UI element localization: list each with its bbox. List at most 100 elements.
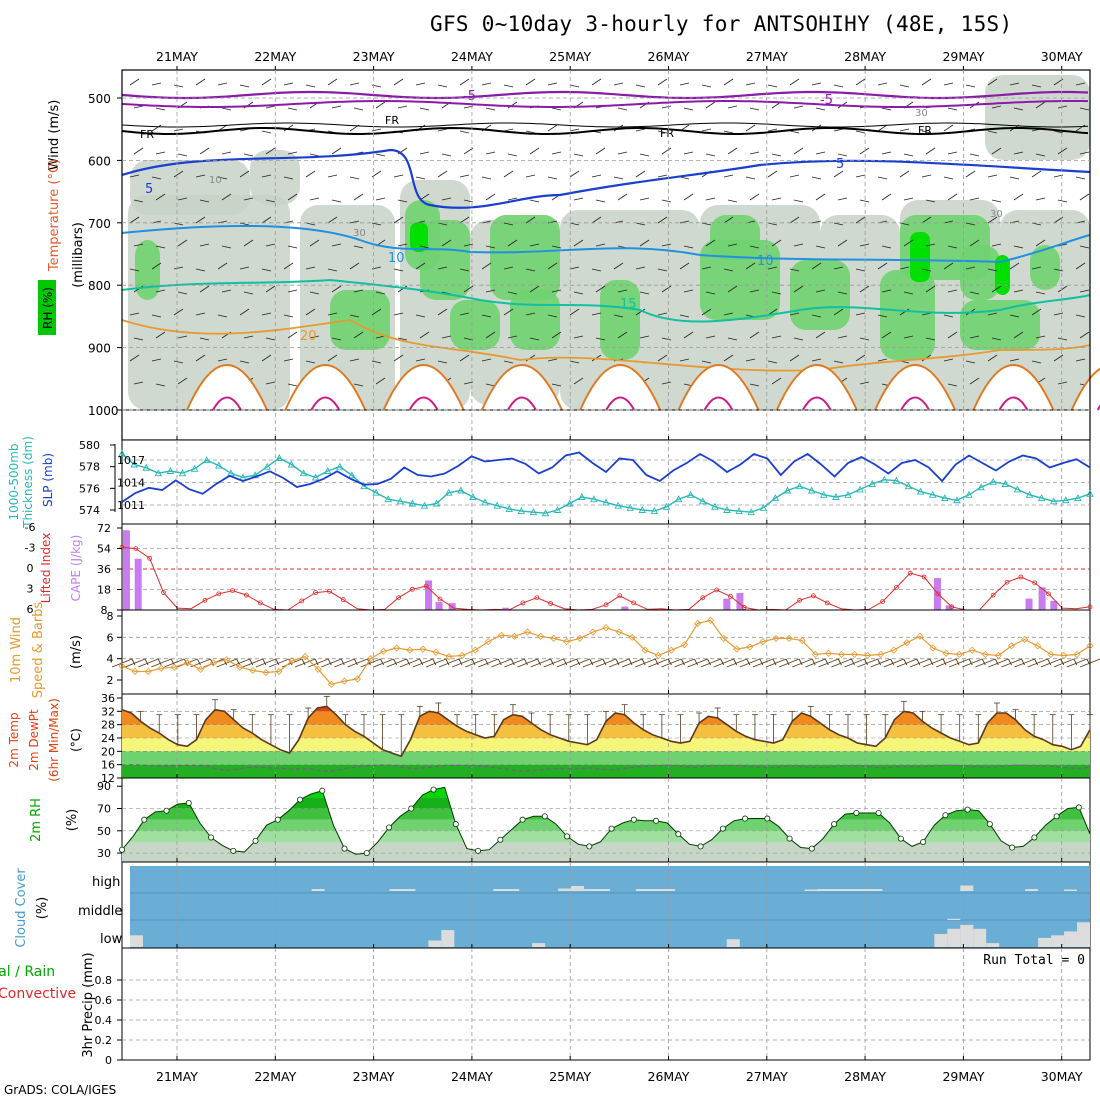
wind-barb — [639, 335, 650, 339]
cape-bar — [134, 558, 142, 610]
wind-barb — [613, 176, 624, 180]
wind-barb — [459, 268, 470, 272]
date-label-top: 30MAY — [1041, 49, 1083, 64]
rh-point — [1075, 804, 1082, 811]
wind-barb — [771, 197, 782, 201]
ylabel-cloud-cover: Cloud Cover — [14, 868, 29, 948]
wind-barb-flag — [628, 658, 633, 666]
wind-barb — [327, 268, 338, 272]
wind-speed-point — [563, 638, 571, 646]
wind-barb — [679, 358, 690, 362]
wind-barb — [569, 266, 580, 270]
wind-barb — [591, 312, 602, 316]
ylabel-10m-wind: 10m Wind — [9, 617, 24, 683]
wind-barb — [859, 285, 870, 293]
wind-barb — [837, 335, 848, 339]
wind-barb — [595, 285, 606, 293]
wind-barb — [727, 337, 738, 341]
thickness-point — [578, 493, 586, 500]
wind-barb — [1009, 314, 1020, 318]
wind-barb — [877, 358, 888, 362]
isotherm-freezing-2 — [121, 122, 1089, 128]
wind-barb-flag — [445, 658, 450, 666]
thickness-point — [1013, 485, 1022, 493]
wind-barb — [547, 262, 558, 270]
contour-label: 5 — [836, 157, 844, 172]
wind-barb — [789, 268, 800, 272]
wind-barb — [129, 312, 140, 316]
li-point — [520, 600, 526, 606]
precip-tick-label: 0 — [105, 1054, 112, 1067]
wind-barb — [1075, 176, 1086, 180]
wind-barb — [349, 82, 360, 86]
wind-barb — [529, 285, 540, 293]
wind-barb — [683, 193, 694, 201]
wind-barb — [855, 174, 866, 178]
temp-tick-label: 28 — [101, 719, 115, 732]
rh-point — [608, 825, 615, 832]
wind-barb — [727, 199, 738, 203]
pressure-tick-label: 500 — [88, 92, 111, 106]
wind-barb — [1053, 268, 1064, 272]
wind-barb-flag — [589, 658, 594, 666]
isotherm--5b — [121, 100, 1089, 108]
surface-warm-arc — [284, 364, 367, 411]
wind-barb — [305, 222, 316, 226]
li-tick-label: -6 — [25, 521, 36, 534]
wind-barb — [217, 220, 228, 224]
wind-barb — [129, 216, 140, 224]
wind-barb — [353, 245, 364, 249]
contour-label: FR — [140, 128, 154, 141]
cape-bar — [723, 598, 731, 610]
li-point — [728, 594, 733, 599]
li-tick-label: 3 — [27, 583, 34, 596]
wind-barb — [199, 337, 210, 341]
ylabel-slp: SLP (mb) — [41, 453, 55, 507]
wind-barb — [415, 82, 426, 86]
wind-barb — [1013, 107, 1024, 111]
wind-barb — [265, 337, 276, 341]
wind-barb — [217, 176, 228, 180]
wind-barb — [393, 78, 404, 86]
wind-barb — [991, 105, 1002, 109]
wind-barb — [657, 130, 668, 134]
wind-barb — [837, 153, 848, 157]
wind-barb — [965, 84, 976, 88]
wind-barb-10m — [373, 658, 394, 668]
wind-speed-point — [798, 636, 806, 645]
wind-barb-flag — [157, 658, 162, 666]
wind-barb — [287, 245, 298, 249]
wind-barb — [419, 107, 430, 111]
rh-tick-label: 70 — [97, 803, 111, 816]
li-point — [409, 586, 415, 592]
wind-barb — [371, 360, 382, 364]
rh-point — [1053, 813, 1060, 820]
wind-barb — [661, 243, 672, 247]
rh-band — [122, 841, 1090, 862]
thickness-point — [711, 502, 719, 510]
wind-barb — [331, 105, 342, 109]
wind-barb-flag — [772, 658, 777, 666]
wind-barb — [441, 197, 452, 201]
wind-speed-point — [183, 659, 191, 667]
wind-barb — [987, 130, 998, 134]
wind-barb — [877, 262, 888, 270]
cloud-background — [130, 866, 1090, 948]
wind-barb-10m — [294, 658, 316, 668]
wind-barb — [679, 220, 690, 224]
wind-barb — [617, 107, 628, 111]
rh-point — [564, 833, 571, 840]
date-label-top: 26MAY — [648, 49, 690, 64]
wind-barb — [591, 268, 602, 272]
wind-barb-10m — [360, 658, 381, 668]
wind-speed-point — [406, 646, 414, 654]
wind-barb — [877, 124, 888, 132]
wind-barb-10m — [151, 658, 172, 668]
rh-series — [121, 786, 1091, 855]
wind-barb — [569, 360, 580, 364]
wind-barb — [239, 360, 250, 364]
wind-barb — [569, 128, 580, 132]
wind-barb — [1013, 193, 1024, 201]
wind-barb — [1009, 82, 1020, 86]
wind-barb — [745, 82, 756, 86]
